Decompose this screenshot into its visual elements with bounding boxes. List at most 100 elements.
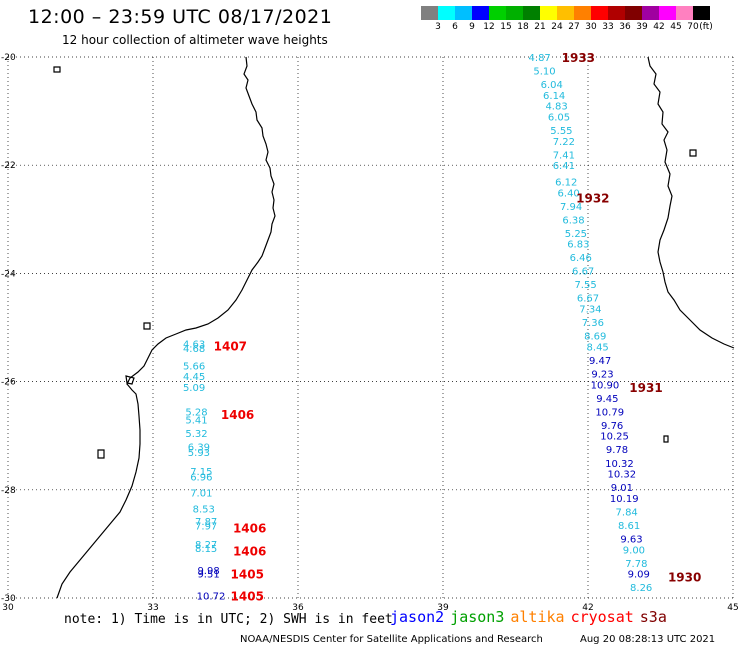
lat-label: -30 bbox=[1, 594, 16, 604]
lat-label: -28 bbox=[1, 486, 16, 496]
wave-height-value: 9.01 bbox=[611, 483, 633, 494]
wave-height-value: 5.32 bbox=[185, 429, 207, 440]
pass-time-label: 1406 bbox=[221, 408, 254, 422]
wave-height-value: 8.61 bbox=[618, 521, 640, 532]
legend-swatch bbox=[489, 6, 506, 20]
pass-time-label: 1405 bbox=[231, 568, 264, 582]
legend-label: 39 bbox=[636, 22, 648, 32]
legend-swatch bbox=[540, 6, 557, 20]
wave-height-value: 8.69 bbox=[584, 332, 606, 343]
wave-height-value: 10.90 bbox=[591, 380, 620, 391]
legend-label: 6 bbox=[452, 22, 458, 32]
wave-height-value: 6.46 bbox=[570, 253, 592, 264]
pass-time-label: 1933 bbox=[562, 51, 595, 65]
wave-height-value: 8.27 bbox=[195, 540, 217, 551]
wave-height-value: 6.40 bbox=[558, 188, 580, 199]
legend-label: 70 bbox=[687, 22, 699, 32]
legend-label: 18 bbox=[517, 22, 529, 32]
legend-swatch bbox=[557, 6, 574, 20]
legend-label: 33 bbox=[602, 22, 614, 32]
legend-swatch bbox=[642, 6, 659, 20]
pass-time-label: 1405 bbox=[231, 589, 264, 603]
wave-height-value: 10.19 bbox=[610, 494, 639, 505]
wave-height-value: 4.87 bbox=[529, 53, 551, 64]
footer-timestamp: Aug 20 08:28:13 UTC 2021 bbox=[580, 634, 716, 645]
wave-height-value: 7.55 bbox=[574, 280, 596, 291]
footer-organization: NOAA/NESDIS Center for Satellite Applica… bbox=[240, 634, 543, 645]
wave-height-value: 5.93 bbox=[188, 448, 210, 459]
lat-label: -24 bbox=[1, 269, 16, 279]
island-1 bbox=[53, 66, 61, 73]
wave-height-value: 9.00 bbox=[623, 545, 645, 556]
lon-label: 36 bbox=[292, 603, 304, 613]
legend-swatch bbox=[693, 6, 710, 20]
wave-height-value: 5.66 bbox=[183, 361, 205, 372]
wave-height-value: 8.45 bbox=[587, 342, 609, 353]
page-title: 12:00 – 23:59 UTC 08/17/2021 bbox=[28, 6, 333, 28]
island-2 bbox=[143, 322, 151, 330]
wave-height-value: 7.15 bbox=[190, 467, 212, 478]
coastline bbox=[53, 56, 735, 599]
wave-height-value: 9.09 bbox=[628, 570, 650, 581]
lat-label: -26 bbox=[1, 378, 16, 388]
lat-label: -22 bbox=[1, 161, 16, 171]
island-3 bbox=[125, 375, 135, 385]
wave-height-value: 6.14 bbox=[543, 91, 565, 102]
wave-height-value: 10.79 bbox=[595, 407, 624, 418]
legend-swatch bbox=[659, 6, 676, 20]
wave-height-value: 9.51 bbox=[197, 570, 219, 581]
wave-height-value: 8.15 bbox=[195, 544, 217, 555]
wave-height-value: 9.45 bbox=[596, 394, 618, 405]
wave-height-value: 4.83 bbox=[545, 102, 567, 113]
island-5 bbox=[663, 435, 669, 443]
wave-height-value: 6.96 bbox=[190, 472, 212, 483]
wave-height-value: 6.38 bbox=[562, 215, 584, 226]
pass-time-label: 1930 bbox=[668, 570, 701, 584]
lon-label: 33 bbox=[147, 603, 158, 613]
legend-swatch bbox=[438, 6, 455, 20]
legend-label: 21 bbox=[534, 22, 546, 32]
legend-swatch bbox=[421, 6, 438, 20]
wave-height-value: 5.41 bbox=[185, 415, 207, 426]
satellite-name: jason2 bbox=[390, 608, 445, 626]
wave-height-value: 7.84 bbox=[616, 507, 638, 518]
wave-height-value: 6.67 bbox=[577, 294, 599, 305]
pass-time-label: 1407 bbox=[214, 339, 247, 353]
legend-swatch bbox=[523, 6, 540, 20]
pass-time-label: 1406 bbox=[233, 544, 266, 558]
wave-height-value: 9.23 bbox=[591, 369, 613, 380]
wave-height-value: 5.25 bbox=[565, 229, 587, 240]
wave-height-value: 5.55 bbox=[550, 126, 572, 137]
color-legend-labels: 3 6 9 12 15 18 21 24 27 30 33 36 39 42 45 70 (ft) bbox=[421, 22, 740, 34]
legend-swatch bbox=[455, 6, 472, 20]
pass-time-label: 1932 bbox=[576, 192, 609, 206]
wave-height-value: 6.39 bbox=[188, 443, 210, 454]
lat-label: -20 bbox=[1, 53, 16, 63]
wave-height-value: 9.78 bbox=[606, 445, 628, 456]
page-subtitle: 12 hour collection of altimeter wave hei… bbox=[62, 33, 328, 47]
wave-height-value: 4.63 bbox=[183, 340, 205, 351]
legend-swatch bbox=[506, 6, 523, 20]
wave-height-value: 8.26 bbox=[630, 583, 652, 594]
satellite-name: altika bbox=[510, 608, 565, 626]
wave-height-value: 6.04 bbox=[541, 80, 563, 91]
wave-height-value: 7.41 bbox=[553, 150, 575, 161]
pass-time-label: 1931 bbox=[629, 381, 662, 395]
wave-height-value: 7.22 bbox=[553, 137, 575, 148]
african-coastline bbox=[56, 56, 276, 599]
wave-height-value: 10.25 bbox=[600, 432, 629, 443]
pass-time-label: 1406 bbox=[233, 522, 266, 536]
lon-label: 39 bbox=[437, 603, 449, 613]
wave-height-value: 9.63 bbox=[620, 534, 642, 545]
color-legend bbox=[421, 6, 710, 20]
wave-height-value: 7.36 bbox=[582, 318, 604, 329]
wave-height-value: 7.78 bbox=[625, 559, 647, 570]
legend-label: 24 bbox=[551, 22, 563, 32]
wave-height-value: 7.01 bbox=[190, 489, 212, 500]
legend-label: 36 bbox=[619, 22, 631, 32]
wave-height-value: 8.53 bbox=[193, 505, 215, 516]
wave-height-value: 10.32 bbox=[605, 459, 634, 470]
wave-height-value: 5.09 bbox=[183, 383, 205, 394]
legend-swatch bbox=[472, 6, 489, 20]
